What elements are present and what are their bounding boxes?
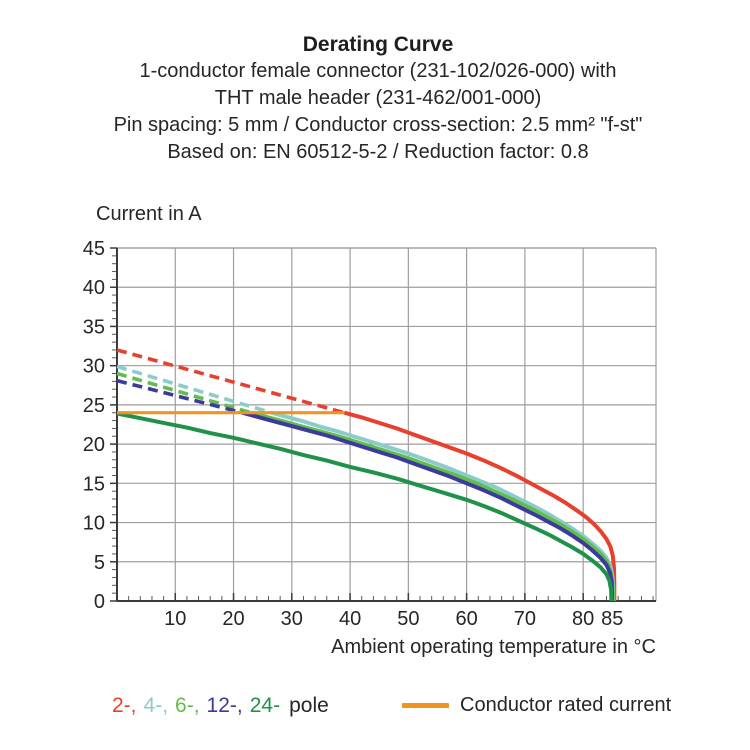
legend-pole-24: 24- (249, 694, 281, 717)
rated-current-legend-label: Conductor rated current (460, 694, 672, 716)
curve-2-pole-dashed (116, 348, 345, 415)
title-block: Derating Curve 1-conductor female connec… (0, 31, 750, 166)
y-tick-label: 5 (94, 552, 105, 574)
x-tick-label: 85 (601, 608, 623, 630)
curve-4-pole (270, 410, 616, 601)
chart-subtitle-line-3: Pin spacing: 5 mm / Conductor cross-sect… (113, 114, 643, 136)
x-tick-label: 20 (222, 608, 244, 630)
x-tick-label: 10 (164, 608, 186, 630)
legend-pole-suffix: pole (289, 694, 329, 717)
legend-pole-12: 12-, (206, 694, 243, 717)
curve-2-pole (343, 410, 617, 601)
pole-legend: 2-, 4-, 6-, 12-, 24- pole (112, 694, 329, 718)
y-tick-label: 35 (83, 316, 105, 338)
y-tick-label: 40 (83, 277, 105, 299)
y-axis-title: Current in A (96, 203, 202, 225)
curve-4-pole-dashed (116, 364, 272, 415)
chart-subtitle-line-4: Based on: EN 60512-5-2 / Reduction facto… (167, 141, 589, 163)
y-tick-label: 20 (83, 434, 105, 456)
x-tick-label: 50 (397, 608, 419, 630)
y-tick-label: 45 (83, 238, 105, 260)
y-tick-label: 25 (83, 395, 105, 417)
chart-subtitle-line-1: 1-conductor female connector (231-102/02… (139, 60, 617, 82)
curve-12-pole (241, 410, 614, 601)
x-axis-title: Ambient operating temperature in °C (331, 636, 656, 658)
curve-6-pole-dashed (116, 371, 252, 415)
y-tick-label: 10 (83, 513, 105, 535)
x-tick-label: 60 (455, 608, 477, 630)
x-tick-label: 70 (514, 608, 536, 630)
y-tick-label: 0 (94, 591, 105, 613)
x-tick-label: 30 (281, 608, 303, 630)
legend-pole-2: 2-, (112, 694, 137, 717)
rated-current-line-swatch (402, 703, 449, 708)
x-tick-label: 80 (572, 608, 594, 630)
curve-6-pole (250, 410, 615, 601)
x-tick-label: 40 (339, 608, 361, 630)
y-tick-label: 15 (83, 473, 105, 495)
chart-subtitle-line-2: THT male header (231-462/001-000) (214, 87, 542, 109)
y-tick-label: 30 (83, 356, 105, 378)
legend-pole-6: 6-, (175, 694, 200, 717)
legend-pole-4: 4-, (143, 694, 169, 717)
rated-current-legend: Conductor rated current (402, 694, 671, 717)
curve-24-pole (116, 411, 614, 602)
curve-12-pole-dashed (116, 378, 243, 415)
chart-title: Derating Curve (302, 33, 454, 56)
